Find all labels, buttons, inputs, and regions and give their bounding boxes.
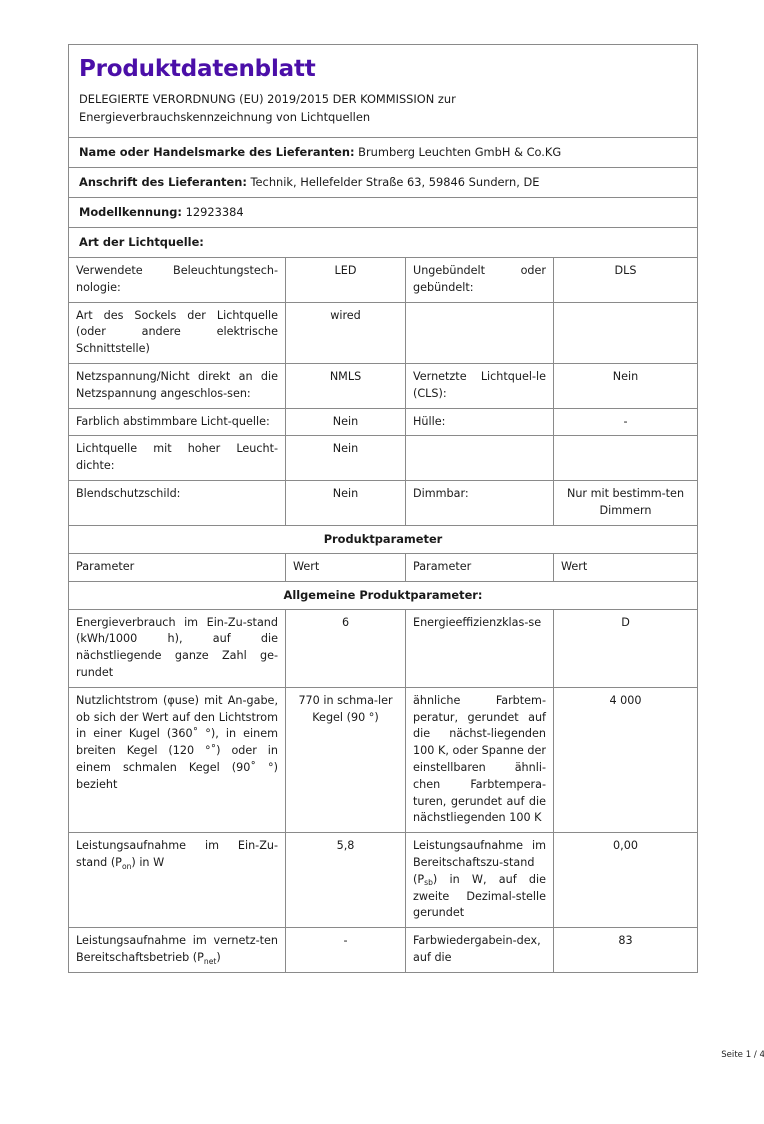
supplier-name-row: Name oder Handelsmarke des Lieferanten: … — [67, 136, 699, 168]
power-networked-standby-label-pre: Leistungsaufnahme im vernetz-ten Bereits… — [76, 934, 278, 964]
document-page: Produktdatenblatt DELEGIERTE VERORDNUNG … — [67, 44, 764, 1124]
connected-light-source-label: Vernetzte Lichtquel-le (CLS): — [405, 363, 554, 409]
light-source-type-label: Art der Lichtquelle: — [79, 234, 204, 249]
power-standby-label-post: ) in W, auf die zweite Dezimal-stelle ge… — [413, 872, 546, 920]
high-luminance-right-value — [552, 435, 699, 482]
power-networked-standby-label-post: ) — [216, 951, 221, 964]
power-standby-subscript: sb — [424, 878, 433, 888]
colour-tunable-value: Nein — [285, 407, 406, 437]
correlated-colour-temperature-value: 4 000 — [552, 686, 699, 834]
column-header-parameter-2: Parameter — [405, 552, 554, 582]
beam-type-value: DLS — [552, 257, 699, 303]
power-on-mode-label-post: ) in W — [131, 856, 165, 870]
power-networked-standby-value: - — [285, 927, 406, 973]
table-row: Farblich abstimmbare Licht-quelle: Nein … — [68, 407, 699, 437]
lighting-technology-label: Verwendete Beleuchtungstech-nologie: — [68, 257, 286, 303]
parameter-columns-header-row: Parameter Wert Parameter Wert — [68, 552, 699, 582]
power-on-mode-label: Leistungsaufnahme im Ein-Zu-stand (Pon) … — [68, 832, 286, 929]
power-networked-subscript: net — [203, 956, 217, 966]
light-source-type-header-row: Art der Lichtquelle: — [67, 226, 699, 259]
model-row: Modellkennung: 12923384 — [67, 196, 699, 228]
envelope-value: - — [552, 407, 699, 437]
supplier-address-row: Anschrift des Lieferanten: Technik, Hell… — [67, 166, 699, 198]
supplier-address-cell: Anschrift des Lieferanten: Technik, Hell… — [67, 166, 699, 198]
colour-rendering-index-value: 83 — [552, 927, 699, 973]
socket-type-label: Art des Sockels der Lichtquelle (oder an… — [68, 301, 286, 365]
product-datasheet-table: Produktdatenblatt DELEGIERTE VERORDNUNG … — [67, 44, 699, 973]
energy-efficiency-class-label: Energieeffizienzklas-se — [405, 608, 554, 688]
supplier-address-label: Anschrift des Lieferanten: — [79, 174, 247, 189]
colour-tunable-label: Farblich abstimmbare Licht-quelle: — [68, 407, 286, 437]
connected-light-source-value: Nein — [552, 363, 699, 409]
model-label: Modellkennung: — [79, 204, 182, 219]
socket-row-right-label — [405, 301, 554, 365]
high-luminance-label: Lichtquelle mit hoher Leucht-dichte: — [68, 435, 286, 482]
mains-voltage-value: NMLS — [285, 363, 406, 409]
supplier-name-cell: Name oder Handelsmarke des Lieferanten: … — [67, 136, 699, 168]
supplier-name-label: Name oder Handelsmarke des Lieferanten: — [79, 144, 355, 159]
correlated-colour-temperature-label: ähnliche Farbtem-peratur, gerundet auf d… — [405, 686, 554, 834]
useful-luminous-flux-value: 770 in schma-ler Kegel (90 °) — [285, 686, 406, 834]
high-luminance-right-label — [405, 435, 554, 482]
subtitle-line-2: Energieverbrauchskennzeichnung von Licht… — [79, 109, 371, 124]
power-on-mode-label-pre: Leistungsaufnahme im Ein-Zu-stand (P — [76, 839, 278, 870]
table-row: Energieverbrauch im Ein-Zu-stand (kWh/10… — [68, 608, 699, 688]
anti-glare-shield-label: Blendschutzschild: — [68, 480, 286, 526]
regulation-subtitle: DELEGIERTE VERORDNUNG (EU) 2019/2015 DER… — [79, 91, 690, 126]
datasheet-container: Produktdatenblatt DELEGIERTE VERORDNUNG … — [67, 44, 764, 1124]
envelope-label: Hülle: — [405, 407, 554, 437]
column-header-parameter-1: Parameter — [68, 552, 286, 582]
high-luminance-value: Nein — [285, 435, 406, 482]
power-networked-standby-label: Leistungsaufnahme im vernetz-ten Bereits… — [68, 927, 286, 973]
supplier-address-value: Technik, Hellefelder Straße 63, 59846 Su… — [250, 174, 540, 189]
anti-glare-shield-value: Nein — [285, 480, 406, 526]
power-on-mode-value: 5,8 — [285, 832, 406, 929]
dimmable-label: Dimmbar: — [405, 480, 554, 526]
light-source-type-header-cell: Art der Lichtquelle: — [67, 226, 699, 259]
lighting-technology-value: LED — [285, 257, 406, 303]
table-row: Blendschutzschild: Nein Dimmbar: Nur mit… — [68, 480, 699, 526]
table-row: Nutzlichtstrom (φuse) mit An-gabe, ob si… — [68, 686, 699, 834]
page-footer: Seite 1 / 4 — [721, 1050, 764, 1060]
column-header-wert-2: Wert — [552, 552, 699, 582]
title-cell: Produktdatenblatt DELEGIERTE VERORDNUNG … — [67, 44, 699, 138]
power-on-subscript: on — [121, 861, 132, 871]
model-cell: Modellkennung: 12923384 — [67, 196, 699, 228]
power-standby-label-pre: Leistungsaufnahme im Bereitschaftszu-sta… — [413, 839, 546, 886]
power-standby-value: 0,00 — [552, 832, 699, 929]
column-header-wert-1: Wert — [285, 552, 406, 582]
mains-voltage-label: Netzspannung/Nicht direkt an die Netzspa… — [68, 363, 286, 409]
table-row: Verwendete Beleuchtungstech-nologie: LED… — [68, 257, 699, 303]
table-row: Leistungsaufnahme im vernetz-ten Bereits… — [68, 927, 699, 973]
page-title: Produktdatenblatt — [79, 56, 316, 82]
title-row: Produktdatenblatt DELEGIERTE VERORDNUNG … — [67, 44, 699, 138]
model-value: 12923384 — [185, 204, 244, 219]
socket-type-value: wired — [285, 301, 406, 365]
dimmable-value: Nur mit bestimm-ten Dimmern — [552, 480, 699, 526]
energy-consumption-value: 6 — [285, 608, 406, 688]
supplier-name-value: Brumberg Leuchten GmbH & Co.KG — [358, 144, 562, 159]
table-row: Lichtquelle mit hoher Leucht-dichte: Nei… — [68, 435, 699, 482]
general-parameters-header-row: Allgemeine Produktparameter: — [67, 580, 699, 610]
useful-luminous-flux-label: Nutzlichtstrom (φuse) mit An-gabe, ob si… — [68, 686, 286, 834]
table-row: Art des Sockels der Lichtquelle (oder an… — [68, 301, 699, 365]
product-parameters-label: Produktparameter — [67, 524, 699, 554]
subtitle-line-1: DELEGIERTE VERORDNUNG (EU) 2019/2015 DER… — [79, 92, 456, 107]
table-row: Netzspannung/Nicht direkt an die Netzspa… — [68, 363, 699, 409]
beam-type-label: Ungebündelt oder gebündelt: — [405, 257, 554, 303]
energy-efficiency-class-value: D — [552, 608, 699, 688]
table-row: Leistungsaufnahme im Ein-Zu-stand (Pon) … — [68, 832, 699, 929]
power-standby-label: Leistungsaufnahme im Bereitschaftszu-sta… — [405, 832, 554, 929]
energy-consumption-label: Energieverbrauch im Ein-Zu-stand (kWh/10… — [68, 608, 286, 688]
general-parameters-label: Allgemeine Produktparameter: — [67, 580, 699, 610]
colour-rendering-index-label: Farbwiedergabein-dex, auf die — [405, 927, 554, 973]
socket-row-right-value — [552, 301, 699, 365]
product-parameters-header-row: Produktparameter — [67, 524, 699, 554]
